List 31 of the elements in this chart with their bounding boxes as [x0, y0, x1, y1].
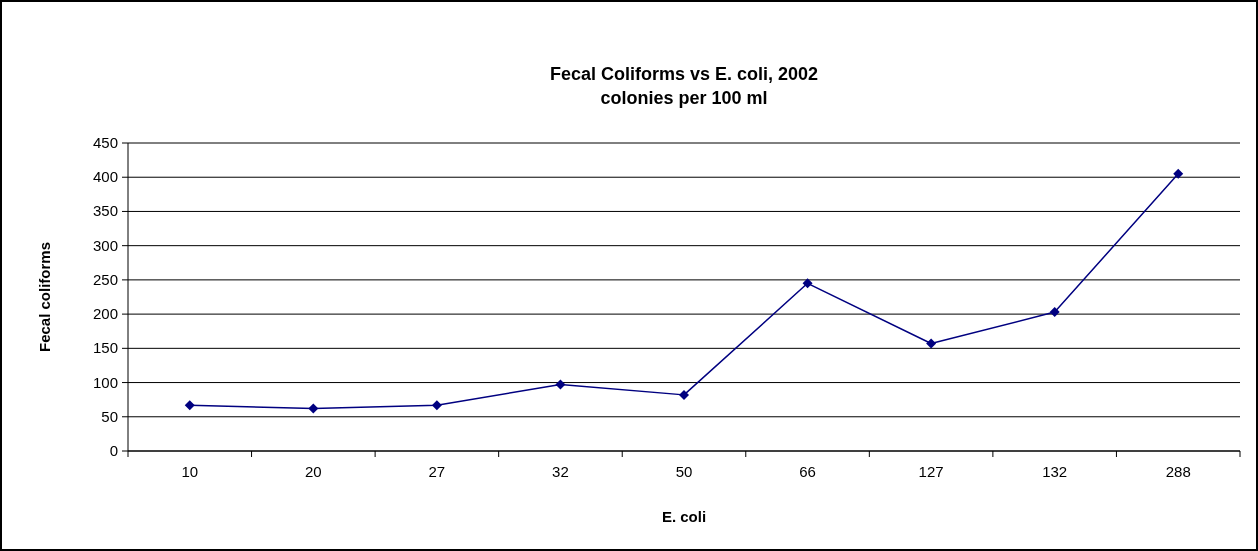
- x-tick-label: 288: [1165, 463, 1191, 480]
- x-tick-label: 27: [428, 463, 446, 480]
- point: [802, 278, 813, 289]
- point: [679, 389, 689, 400]
- y-tick-label: 150: [92, 339, 118, 357]
- y-tick-label: 0: [109, 442, 118, 459]
- point: [431, 400, 442, 411]
- x-axis-title: E. coli: [661, 508, 707, 525]
- point: [184, 400, 195, 411]
- point: [308, 403, 319, 414]
- y-tick-label: 400: [92, 168, 118, 186]
- point: [1173, 168, 1184, 179]
- y-axis-title: Fecal coliforms: [36, 241, 53, 353]
- x-tick-label: 50: [675, 463, 693, 480]
- x-tick-label: 66: [799, 463, 816, 480]
- point: [1049, 307, 1060, 318]
- x-tick-label: 127: [918, 463, 944, 480]
- y-tick-label: 350: [92, 202, 118, 220]
- x-tick-label: 132: [1042, 463, 1068, 480]
- y-tick-label: 100: [92, 373, 118, 391]
- point: [926, 338, 937, 349]
- y-tick-label: 250: [92, 270, 118, 288]
- x-tick-label: 20: [304, 463, 322, 480]
- y-tick-label: 50: [101, 407, 118, 425]
- point: [555, 379, 566, 390]
- y-tick-label: 200: [92, 305, 118, 323]
- chart-title: Fecal Coliforms vs E. coli, 2002 colonies per 100 ml: [549, 64, 819, 108]
- x-tick-label: 32: [552, 463, 569, 480]
- y-tick-label: 450: [92, 134, 118, 151]
- x-tick-label: 10: [181, 463, 199, 480]
- y-tick-label: 300: [92, 236, 118, 254]
